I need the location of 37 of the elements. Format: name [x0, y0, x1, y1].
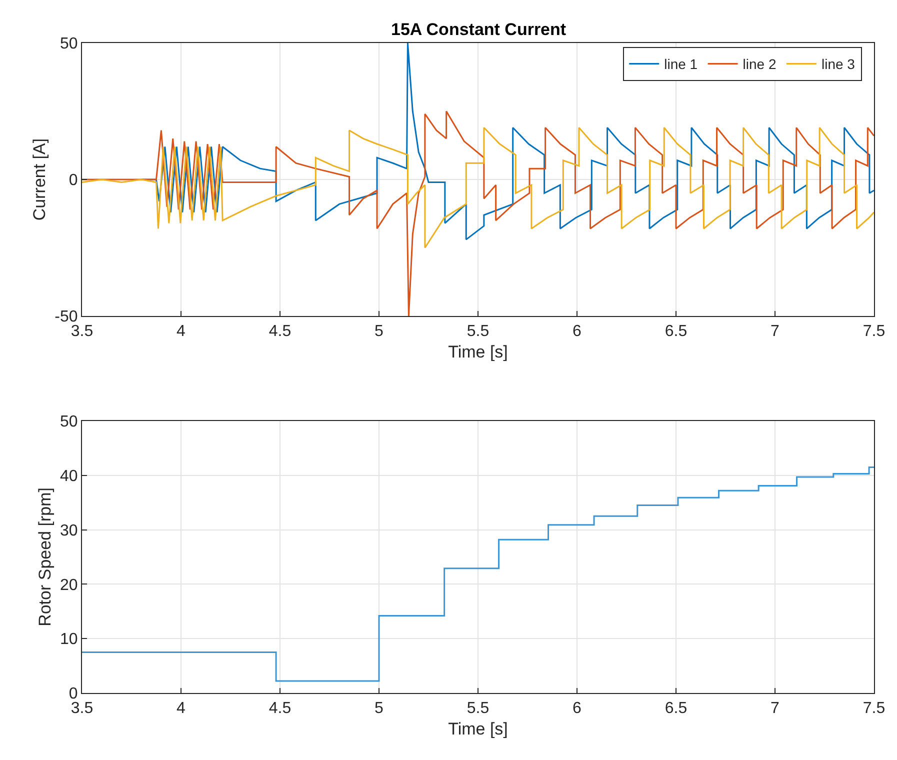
x-tick-label: 3.5 [70, 323, 94, 340]
x-tick-label: 6.5 [664, 323, 688, 340]
y-axis-title: Rotor Speed [rpm] [36, 488, 55, 626]
x-tick-label: 6.5 [664, 700, 688, 718]
x-axis-title: Time [s] [448, 720, 508, 739]
y-tick-label: 20 [60, 576, 78, 594]
y-axis-title: Current [A] [30, 138, 50, 221]
x-tick-label: 7.5 [862, 700, 886, 718]
legend-label: line 2 [742, 56, 776, 72]
x-tick-label: 7 [770, 323, 780, 340]
x-tick-label: 5 [374, 700, 384, 718]
y-tick-label: 50 [60, 414, 78, 431]
line-series [82, 126, 874, 248]
x-tick-label: 4 [176, 323, 186, 340]
y-tick-label: 30 [60, 522, 78, 540]
chart-title: 15A Constant Current [391, 20, 566, 39]
x-tick-label: 5.5 [466, 700, 490, 718]
y-tick-label: -50 [54, 308, 78, 326]
x-tick-label: 5.5 [466, 323, 490, 340]
y-tick-label: 50 [60, 36, 78, 53]
legend-label: line 1 [664, 56, 698, 72]
x-tick-label: 4.5 [268, 323, 292, 340]
y-tick-label: 0 [68, 686, 78, 703]
x-tick-label: 4.5 [268, 700, 292, 718]
x-axis-title: Time [s] [448, 342, 508, 362]
y-tick-label: 40 [60, 468, 78, 485]
x-tick-label: 5 [374, 323, 384, 340]
y-tick-label: 10 [60, 631, 78, 648]
x-tick-label: 4 [176, 700, 186, 718]
x-tick-label: 7 [770, 700, 780, 718]
legend-label: line 3 [821, 56, 856, 72]
x-tick-label: 6 [572, 700, 582, 718]
y-tick-label: 0 [68, 172, 78, 190]
x-tick-label: 7.5 [862, 323, 886, 340]
x-tick-label: 6 [572, 323, 582, 340]
x-tick-label: 3.5 [70, 700, 94, 718]
line-series [82, 110, 874, 316]
